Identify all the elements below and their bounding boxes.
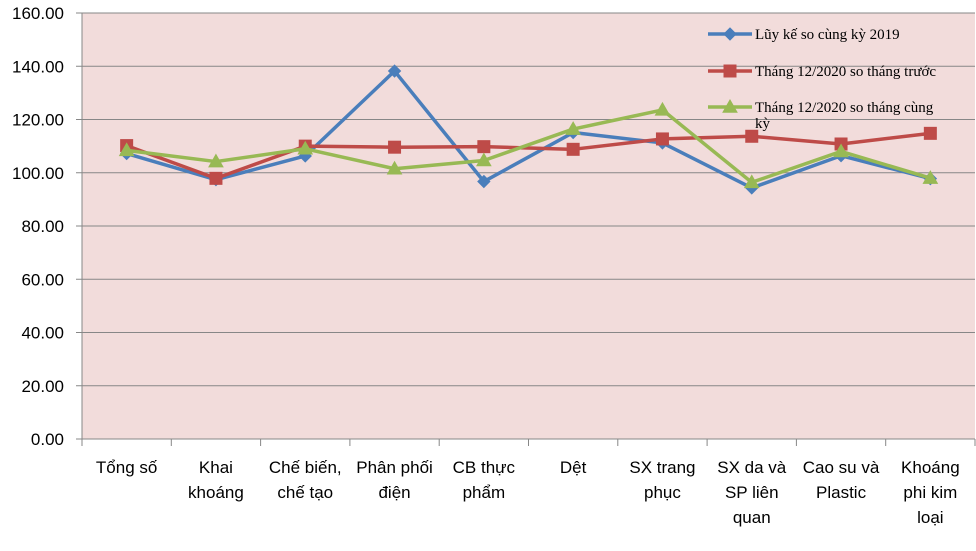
x-category-label-line: chế tạo: [277, 483, 333, 502]
y-tick-label: 60.00: [21, 270, 64, 289]
legend-label-line: Tháng 12/2020 so tháng cùng: [755, 100, 934, 116]
series-line: [126, 131, 931, 181]
x-category-label-line: SX da và: [717, 458, 787, 477]
data-point-triangle: [743, 174, 760, 189]
x-category-label: Cao su và Plastic: [803, 458, 880, 502]
data-point-diamond: [477, 174, 491, 189]
y-tick-label: 160.00: [12, 4, 64, 23]
series-3: [118, 101, 939, 189]
x-category-label-line: Phân phối: [356, 458, 433, 477]
x-category-label-line: SP liên: [725, 483, 779, 502]
legend: Lũy kế so cùng kỳ 2019 Tháng 12/2020 so t…: [708, 27, 936, 132]
data-point-triangle: [386, 160, 403, 175]
x-category-label-line: phi kim: [903, 483, 957, 502]
legend-label: Lũy kế so cùng kỳ 2019: [755, 27, 900, 43]
legend-item-3: Tháng 12/2020 so tháng cùng kỳ: [708, 98, 934, 132]
x-category-label: Chế biến, chế tạo: [269, 458, 342, 502]
legend-label: Tháng 12/2020 so tháng trước: [755, 64, 936, 80]
data-point-square: [655, 132, 669, 146]
x-category-label-line: Tổng số: [96, 458, 158, 477]
x-category-label: Phân phối điện: [356, 458, 433, 502]
data-point-triangle: [475, 152, 492, 167]
data-point-triangle: [118, 142, 135, 157]
y-tick-label: 100.00: [12, 164, 64, 183]
data-point-diamond: [723, 27, 737, 41]
x-category-label-line: Dệt: [560, 458, 587, 477]
x-category-label: SX trang phục: [629, 458, 695, 502]
data-point-square: [745, 129, 759, 143]
data-point-triangle: [722, 98, 738, 113]
data-point-square: [723, 64, 737, 78]
legend-label-line: Lũy kế so cùng kỳ 2019: [755, 27, 900, 43]
data-point-square: [566, 142, 580, 156]
y-tick-label: 120.00: [12, 111, 64, 130]
series-layer: [118, 64, 939, 195]
y-tick-label: 80.00: [21, 217, 64, 236]
legend-item-2: Tháng 12/2020 so tháng trước: [708, 64, 936, 80]
x-category-label: Khoáng phi kim loại: [901, 458, 960, 527]
x-axis-category-labels: Tổng số Khai khoáng Chế biến, chế tạo Phân ph…: [96, 458, 960, 527]
x-category-label: Khai khoáng: [188, 458, 244, 502]
series-line: [126, 69, 931, 190]
data-point-diamond: [387, 64, 402, 78]
x-category-label-line: phục: [644, 483, 681, 502]
data-point-triangle: [654, 101, 671, 116]
data-point-triangle: [833, 143, 849, 158]
data-point-triangle: [208, 153, 224, 168]
series-line: [126, 108, 931, 185]
x-category-label-line: Chế biến,: [269, 458, 342, 477]
x-category-label-line: Khoáng: [901, 458, 960, 477]
x-category-label-line: Khai: [199, 458, 233, 477]
data-point-square: [923, 126, 937, 140]
x-category-label: SX da và SP liên quan: [717, 458, 787, 527]
x-category-label-line: CB thực: [453, 458, 516, 477]
x-category-label-line: quan: [733, 508, 771, 527]
y-axis-tick-labels: 0.00 20.00 40.00 60.00 80.00 100.00 120.00 140.…: [12, 4, 64, 449]
legend-label-line: kỳ: [755, 116, 771, 132]
x-category-label: Tổng số: [96, 458, 158, 477]
x-category-label-line: Plastic: [816, 483, 867, 502]
data-point-triangle: [922, 170, 939, 184]
legend-item-1: Lũy kế so cùng kỳ 2019: [708, 27, 900, 43]
y-tick-label: 40.00: [21, 324, 64, 343]
x-category-label: Dệt: [560, 458, 587, 477]
y-tick-label: 140.00: [12, 57, 64, 76]
y-tick-label: 20.00: [21, 377, 64, 396]
data-point-triangle: [565, 121, 582, 135]
x-category-label-line: Cao su và: [803, 458, 880, 477]
x-category-label-line: phẩm: [463, 483, 506, 502]
x-category-label-line: điện: [378, 483, 410, 502]
y-tick-label: 0.00: [31, 430, 64, 449]
x-category-label-line: SX trang: [629, 458, 695, 477]
x-category-label: CB thực phẩm: [453, 458, 516, 502]
data-point-square: [477, 140, 491, 154]
series-2: [120, 126, 937, 185]
data-point-square: [209, 171, 223, 185]
axes: [76, 12, 976, 446]
data-point-square: [388, 140, 402, 154]
x-category-label-line: khoáng: [188, 483, 244, 502]
legend-label: Tháng 12/2020 so tháng cùng kỳ: [755, 100, 934, 132]
data-point-triangle: [297, 140, 314, 155]
x-category-label-line: loại: [917, 508, 943, 527]
legend-label-line: Tháng 12/2020 so tháng trước: [755, 64, 936, 80]
